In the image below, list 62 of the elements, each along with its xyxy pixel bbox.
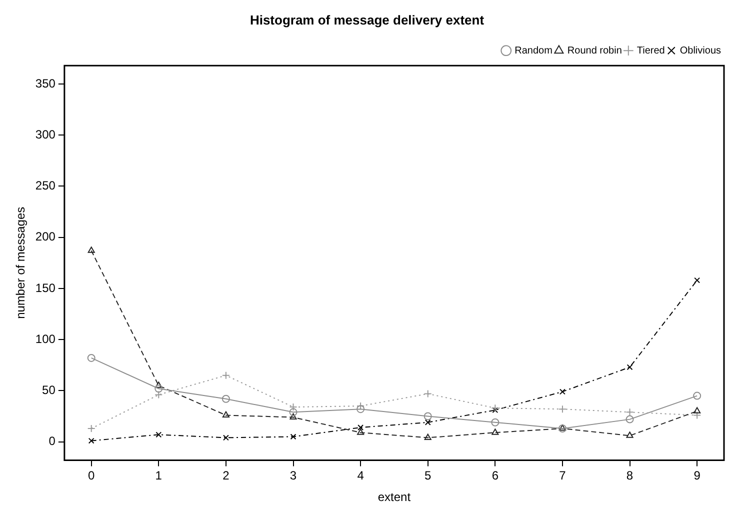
y-tick-label: 50 [42,382,56,397]
point [87,424,96,433]
point [626,432,634,438]
point [491,404,500,412]
point [626,415,634,424]
point [424,419,431,426]
point [289,403,298,412]
point [424,412,432,420]
legend-label: Round robin [567,45,622,56]
point [356,405,365,414]
point [626,408,634,416]
point [88,246,95,253]
y-tick-label: 150 [35,280,56,295]
point [290,413,297,420]
x-tick-label: 5 [424,468,432,483]
y-axis-title: number of messages [14,206,28,319]
point [358,424,364,430]
point [222,434,229,441]
point [694,277,700,284]
point [693,392,702,400]
point [694,407,701,414]
point [424,390,432,398]
point [424,434,432,440]
point [156,432,162,438]
y-tick-label: 100 [35,332,56,346]
y-tick-label: 350 [35,76,56,90]
x-tick-label: 3 [290,468,297,483]
y-tick-label: 0 [48,434,56,448]
point [222,411,230,418]
y-tick-label: 300 [35,127,56,142]
point [491,418,500,426]
legend-label: Random [514,45,552,56]
x-tick-label: 4 [357,468,364,483]
point [222,371,230,380]
point [559,388,566,395]
x-tick-label: 2 [222,468,230,483]
point [290,434,296,440]
legend-label: Oblivious [680,45,722,56]
x-tick-label: 6 [492,468,499,483]
point [155,382,162,388]
x-tick-label: 8 [626,468,634,483]
y-tick-label: 200 [35,230,56,244]
point [626,364,633,370]
point [154,390,163,399]
point [693,411,702,420]
point [492,407,498,414]
point [222,394,230,403]
x-tick-label: 7 [559,468,566,483]
x-tick-label: 9 [694,468,701,483]
point [88,438,94,444]
y-tick-label: 250 [35,178,56,193]
chart-title: Histogram of message delivery extent [250,12,485,28]
x-axis-title: extent [378,490,412,504]
legend-label: Tiered [636,45,665,56]
point [357,428,364,435]
point [87,354,96,362]
x-tick-label: 0 [88,468,95,483]
point [558,405,566,414]
point [154,384,163,393]
point [289,408,298,416]
x-tick-label: 1 [155,468,162,483]
point [492,428,499,435]
